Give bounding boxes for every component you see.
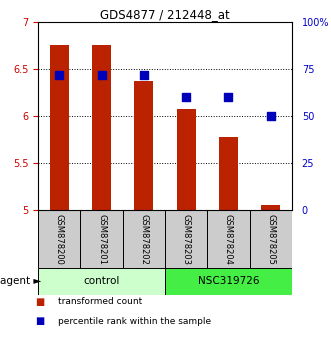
- Bar: [38, 210, 80, 268]
- Bar: [50, 45, 69, 210]
- Bar: [38, 268, 165, 295]
- Bar: [165, 268, 292, 295]
- Text: agent ►: agent ►: [0, 276, 41, 286]
- Bar: [92, 45, 111, 210]
- Bar: [177, 109, 196, 210]
- Text: GSM878205: GSM878205: [266, 213, 275, 264]
- Text: transformed count: transformed count: [58, 297, 142, 307]
- Point: [99, 72, 104, 78]
- Bar: [134, 81, 153, 210]
- Bar: [80, 210, 123, 268]
- Text: ■: ■: [35, 297, 44, 307]
- Bar: [250, 210, 292, 268]
- Bar: [123, 210, 165, 268]
- Title: GDS4877 / 212448_at: GDS4877 / 212448_at: [100, 8, 230, 21]
- Bar: [165, 210, 207, 268]
- Bar: [207, 210, 250, 268]
- Text: GSM878203: GSM878203: [182, 213, 191, 264]
- Text: GSM878202: GSM878202: [139, 213, 148, 264]
- Point: [183, 95, 189, 100]
- Text: control: control: [83, 276, 120, 286]
- Point: [268, 113, 273, 119]
- Point: [57, 72, 62, 78]
- Bar: [219, 137, 238, 210]
- Text: GSM878200: GSM878200: [55, 213, 64, 264]
- Text: GSM878204: GSM878204: [224, 213, 233, 264]
- Text: percentile rank within the sample: percentile rank within the sample: [58, 317, 211, 326]
- Text: NSC319726: NSC319726: [198, 276, 259, 286]
- Text: ■: ■: [35, 316, 44, 326]
- Point: [226, 95, 231, 100]
- Text: GSM878201: GSM878201: [97, 213, 106, 264]
- Point: [141, 72, 147, 78]
- Bar: [261, 205, 280, 210]
